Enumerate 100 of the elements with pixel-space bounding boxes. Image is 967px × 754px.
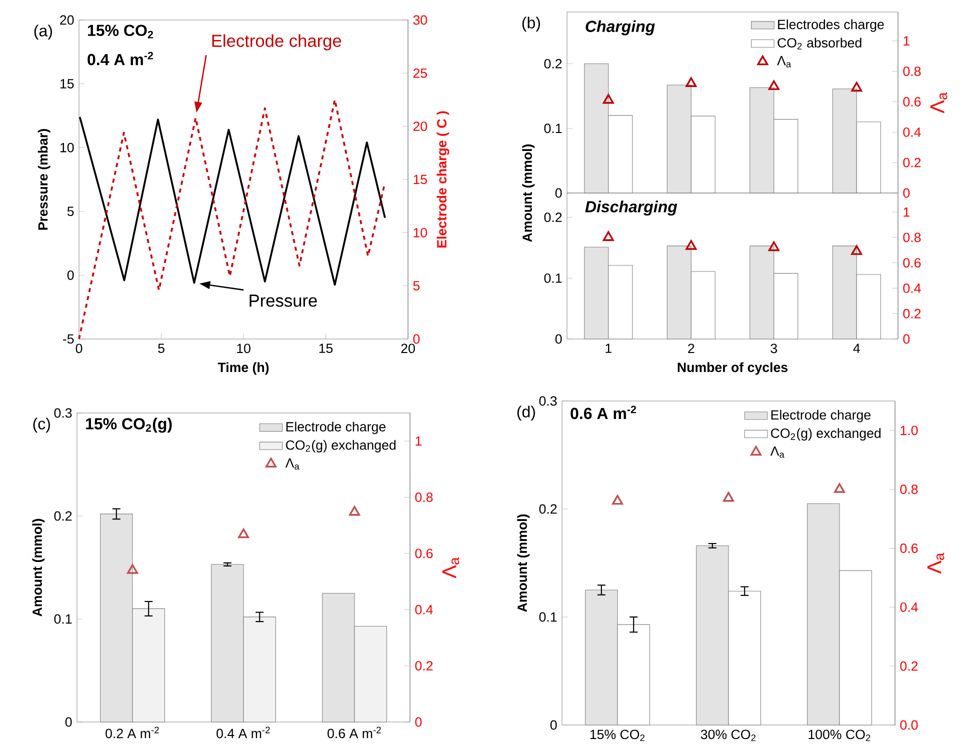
chart-title: Discharging bbox=[585, 200, 678, 216]
y2-tick-label: 1 bbox=[416, 436, 422, 446]
x-tick-label: 0.6 A m$^{-2}$ bbox=[328, 726, 381, 738]
x-tick-label: 10 bbox=[237, 344, 250, 354]
point bbox=[768, 80, 780, 90]
y2-axis-title: Λ$_{a}$ bbox=[930, 92, 948, 114]
y2-tick-label: 0.4 bbox=[903, 127, 921, 137]
annotation: 15% CO$_{2}$ bbox=[88, 24, 153, 38]
x-tick-label: 20 bbox=[401, 344, 415, 354]
text: (d) bbox=[517, 406, 535, 421]
y-tick-label: 0 bbox=[550, 720, 557, 730]
y-axis-title: Amount (mmol) bbox=[522, 144, 535, 242]
y2-tick-label: 0 bbox=[903, 334, 910, 344]
chart-title: Charging bbox=[586, 20, 655, 36]
y2-tick-label: 0.6 bbox=[903, 258, 921, 268]
y2-tick-label: 5 bbox=[413, 281, 420, 290]
x-tick-label: 0 bbox=[76, 344, 82, 354]
y2-tick-label: 20 bbox=[413, 122, 428, 132]
y2-tick-label: 0.8 bbox=[903, 232, 921, 242]
series-label: Pressure bbox=[250, 294, 317, 307]
y-tick-label: 0.2 bbox=[539, 504, 557, 514]
point bbox=[851, 245, 862, 255]
annotation: 0.4 A m$^{-2}$ bbox=[88, 52, 153, 66]
x-tick-label: 0.4 A m$^{-2}$ bbox=[216, 726, 270, 738]
point bbox=[238, 528, 249, 538]
text: (a) bbox=[34, 24, 52, 40]
y2-tick-label: 0.2 bbox=[415, 661, 433, 671]
y-axis-title: Amount (mmol) bbox=[517, 514, 530, 612]
annotation: 15% CO$_{2}$(g) bbox=[86, 418, 172, 433]
y-tick-label: 0.1 bbox=[54, 614, 72, 624]
x-tick-label: 0.2 A m$^{-2}$ bbox=[106, 726, 159, 738]
y2-tick-label: 1 bbox=[904, 36, 910, 46]
x-tick-label: 1 bbox=[606, 344, 612, 353]
y2-tick-label: 0.8 bbox=[415, 492, 433, 502]
text: Electrode charge bbox=[212, 34, 342, 50]
legend-label: CO$_{2}$ absorbed bbox=[778, 38, 862, 50]
point bbox=[686, 77, 697, 88]
point bbox=[602, 231, 614, 241]
x-axis-title: Time (h) bbox=[218, 362, 269, 375]
y2-tick-label: 0.6 bbox=[900, 544, 918, 553]
y2-tick-label: 0.2 bbox=[900, 661, 918, 671]
x-tick-label: 15 bbox=[319, 344, 333, 354]
y-tick-label: 0 bbox=[555, 334, 562, 344]
y-axis-title: Pressure (mbar) bbox=[38, 129, 50, 230]
legend-label: Λ$_{a}$ bbox=[770, 446, 784, 458]
y-tick-label: -5 bbox=[63, 334, 74, 344]
y2-tick-label: 0.4 bbox=[903, 284, 921, 293]
y2-tick-label: 1.0 bbox=[900, 426, 918, 436]
point bbox=[723, 492, 734, 502]
x-tick-label: 5 bbox=[158, 344, 164, 354]
y2-tick-label: 15 bbox=[414, 174, 427, 184]
y2-tick-label: 0.6 bbox=[415, 548, 433, 558]
y-tick-label: 0 bbox=[555, 188, 562, 198]
x-tick-label: 100% CO$_{2}$ bbox=[808, 730, 870, 742]
y2-tick-label: 0.4 bbox=[900, 602, 918, 612]
y2-axis-title: Electrode charge ( C ) bbox=[436, 111, 450, 248]
point bbox=[602, 94, 614, 104]
y2-tick-label: 30 bbox=[413, 15, 428, 25]
y-tick-label: 0 bbox=[65, 717, 72, 727]
legend-label: CO$_{2}$(g) exchanged bbox=[286, 440, 396, 452]
y-tick-label: 0.3 bbox=[539, 396, 557, 406]
y-tick-label: 0.1 bbox=[539, 612, 557, 622]
x-tick-label: 2 bbox=[688, 344, 694, 354]
y2-tick-label: 0.6 bbox=[903, 97, 921, 106]
y2-tick-label: 1 bbox=[904, 207, 910, 217]
point bbox=[686, 240, 697, 250]
point bbox=[612, 494, 623, 505]
y-tick-label: 0.2 bbox=[544, 212, 562, 222]
y-tick-label: 0.2 bbox=[54, 511, 72, 521]
x-tick-label: 30% CO$_{2}$ bbox=[700, 730, 756, 742]
point bbox=[349, 506, 360, 516]
y-tick-label: 0.2 bbox=[544, 58, 562, 68]
point bbox=[127, 564, 138, 574]
x-tick-label: 15% CO$_{2}$ bbox=[590, 730, 644, 742]
y-tick-label: 0 bbox=[67, 270, 74, 280]
y2-tick-label: 0 bbox=[415, 717, 422, 727]
y2-tick-label: 10 bbox=[414, 228, 428, 238]
legend-label: Λ$_{a}$ bbox=[777, 56, 792, 68]
legend-label: CO$_{2}$(g) exchanged bbox=[770, 428, 881, 441]
text: (c) bbox=[33, 418, 50, 433]
y-tick-label: 0.1 bbox=[544, 273, 562, 283]
y2-tick-label: 0.8 bbox=[900, 484, 918, 494]
y-axis-title: Amount (mmol) bbox=[32, 518, 45, 616]
y-tick-label: 0.3 bbox=[54, 408, 72, 418]
y2-tick-label: 0 bbox=[413, 334, 420, 344]
y2-tick-label: 0.2 bbox=[903, 158, 921, 168]
line-series bbox=[78, 98, 386, 340]
y2-tick-label: 0.0 bbox=[900, 720, 918, 730]
legend-label: Λ$_{a}$ bbox=[285, 458, 300, 470]
y2-tick-label: 25 bbox=[413, 68, 427, 78]
y-tick-label: 5 bbox=[67, 206, 74, 216]
y2-tick-label: 0 bbox=[903, 188, 910, 198]
y2-tick-label: 0.2 bbox=[903, 308, 921, 318]
y-tick-label: 10 bbox=[60, 142, 74, 152]
y2-tick-label: 0.8 bbox=[903, 66, 921, 76]
line-series bbox=[78, 116, 386, 286]
legend-label: Electrode charge bbox=[771, 410, 870, 422]
y-tick-label: 20 bbox=[60, 15, 74, 25]
x-tick-label: 4 bbox=[853, 344, 860, 353]
y2-axis-title: Λ$_{a}$ bbox=[442, 557, 460, 578]
